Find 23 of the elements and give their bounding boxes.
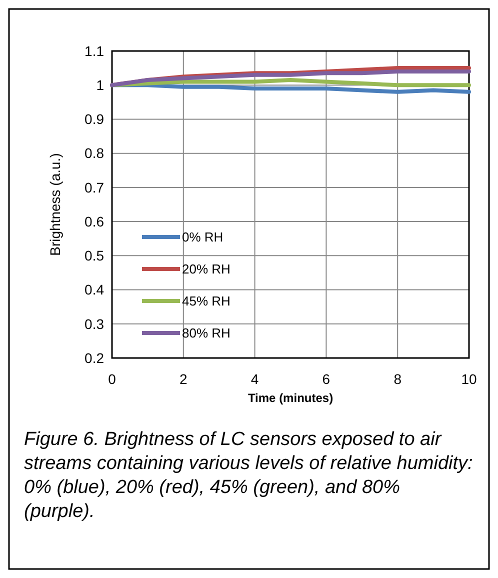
legend-label: 0% RH [182, 230, 224, 245]
x-tick-label: 0 [108, 371, 116, 387]
x-tick-label: 2 [180, 371, 188, 387]
y-tick-label: 0.2 [84, 350, 104, 366]
x-tick-label: 4 [250, 371, 259, 387]
x-tick-label: 10 [461, 371, 477, 387]
caption: Figure 6. Brightness of LC sensors exposed to air streams containing various levels of relative humidity: 0% (blue), 20% (red), 45% (green), and 80% (purple). [24, 429, 473, 522]
y-tick-label: 1 [96, 77, 104, 94]
legend-label: 20% RH [182, 262, 230, 277]
y-tick-label: 0.9 [84, 111, 104, 128]
legend-label: 80% RH [182, 326, 230, 341]
x-tick-label: 8 [394, 371, 402, 387]
y-tick-label: 0.3 [84, 316, 104, 332]
y-tick-label: 0.8 [84, 145, 104, 162]
y-tick-label: 1.1 [84, 42, 104, 59]
y-axis-title: Brightness (a.u.) [47, 153, 63, 256]
x-tick-label: 6 [322, 371, 330, 387]
y-tick-label: 0.5 [84, 248, 104, 264]
y-tick-label: 0.7 [84, 179, 104, 196]
y-tick-label: 0.6 [84, 213, 104, 230]
y-tick-label: 0.4 [84, 282, 104, 298]
legend-label: 45% RH [182, 294, 230, 309]
x-axis-title: Time (minutes) [248, 391, 334, 405]
